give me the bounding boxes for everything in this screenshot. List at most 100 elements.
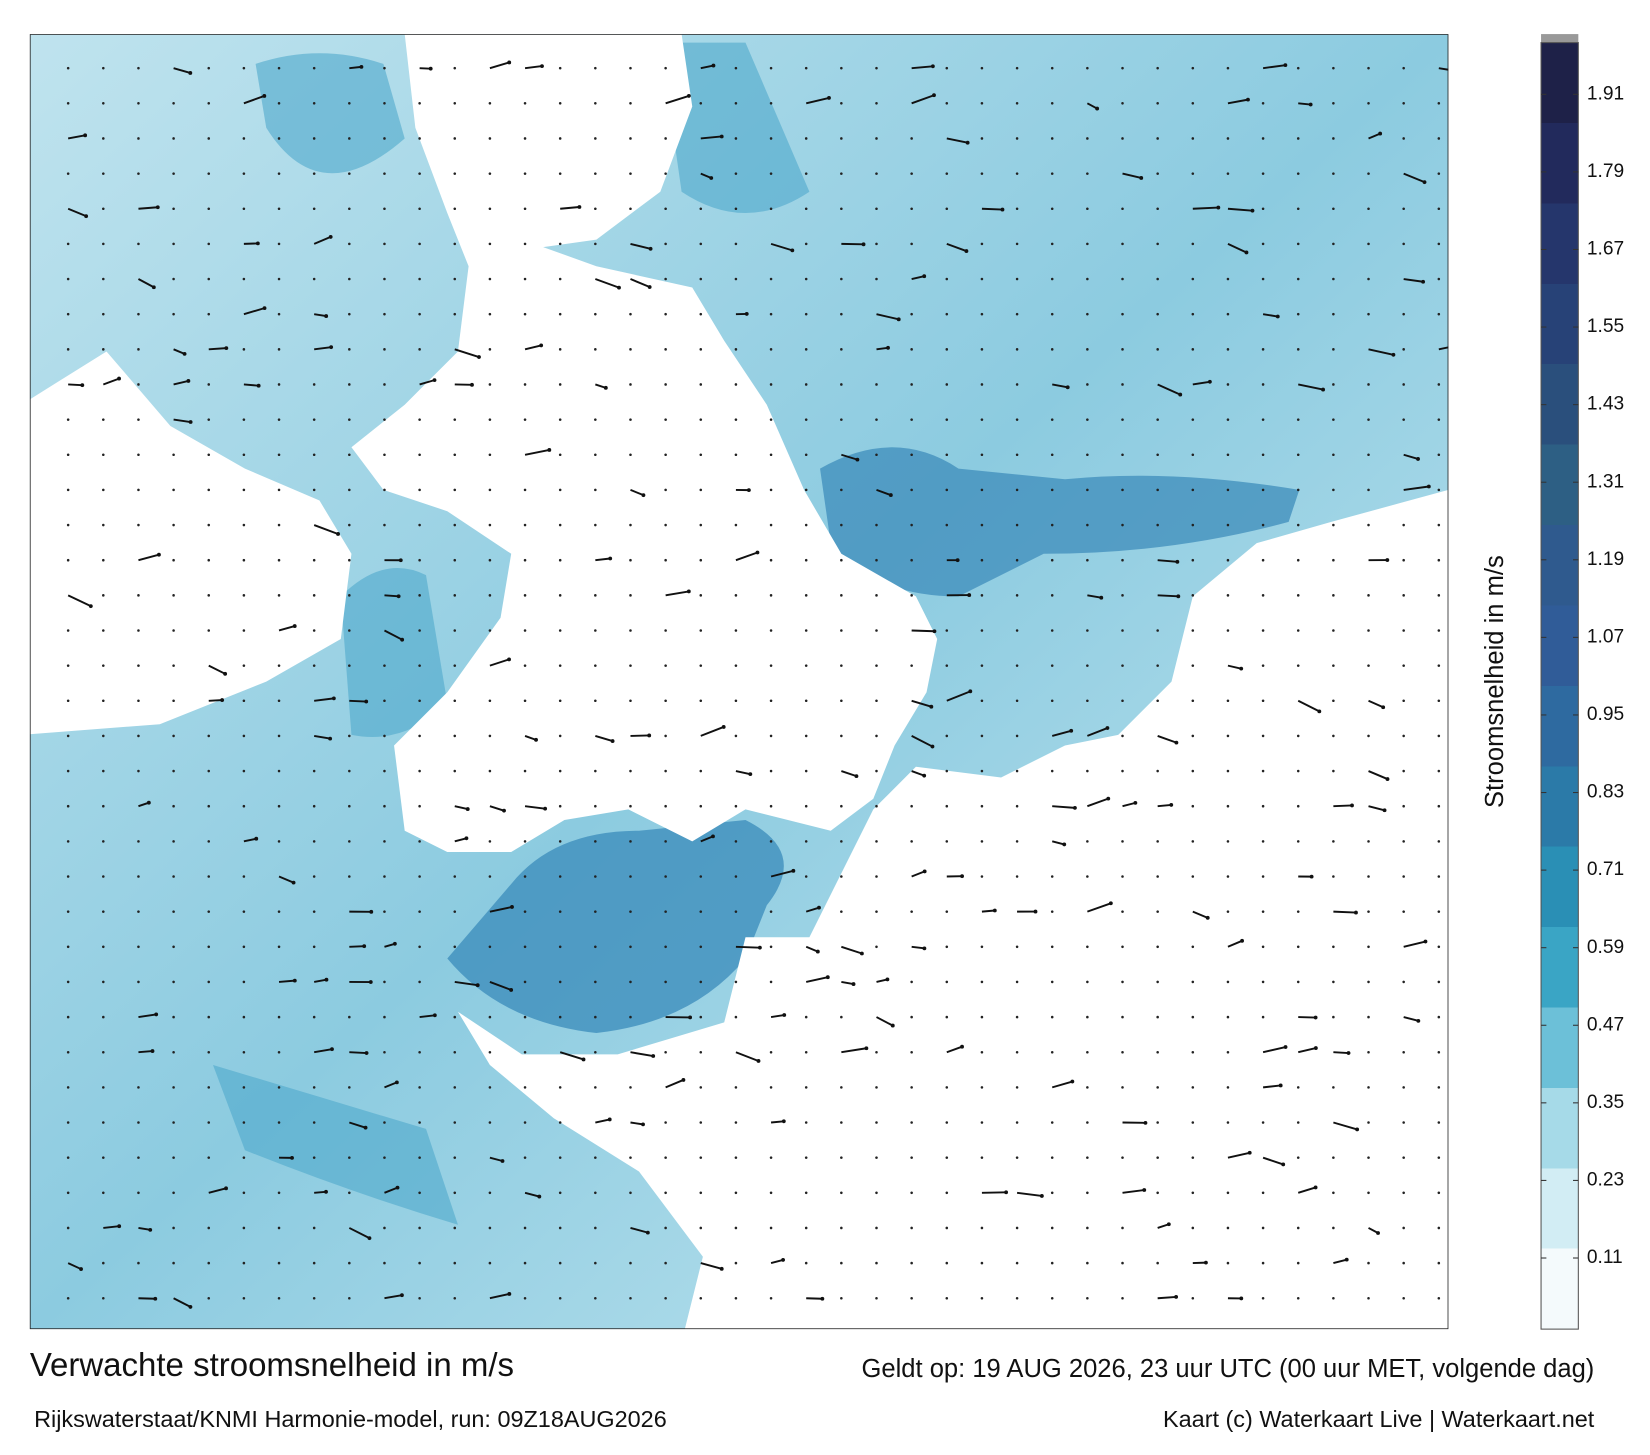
grid-dot — [629, 664, 632, 667]
grid-dot — [946, 1227, 949, 1230]
grid-dot — [805, 875, 808, 878]
grid-dot — [1438, 1051, 1441, 1054]
grid-dot — [699, 102, 702, 105]
grid-dot — [1332, 594, 1335, 597]
grid-dot — [243, 172, 246, 175]
grid-dot — [1438, 981, 1441, 984]
grid-dot — [1192, 770, 1195, 773]
grid-dot — [172, 946, 175, 949]
grid-dot — [453, 1297, 456, 1300]
grid-dot — [981, 1121, 984, 1124]
grid-dot — [1086, 278, 1089, 281]
grid-dot — [1227, 1086, 1230, 1089]
grid-dot — [946, 946, 949, 949]
grid-dot — [664, 137, 667, 140]
arrow-head — [816, 950, 820, 954]
arrow-head — [891, 1024, 895, 1028]
grid-dot — [243, 1086, 246, 1089]
grid-dot — [805, 664, 808, 667]
grid-dot — [770, 348, 773, 351]
grid-dot — [524, 489, 527, 492]
grid-dot — [1262, 805, 1265, 808]
grid-dot — [1297, 805, 1300, 808]
grid-dot — [559, 243, 562, 246]
grid-dot — [383, 1156, 386, 1159]
grid-dot — [1192, 699, 1195, 702]
arrow-head — [1175, 560, 1179, 564]
current-arrow — [68, 384, 82, 385]
grid-dot — [735, 383, 738, 386]
grid-dot — [137, 172, 140, 175]
grid-dot — [910, 981, 913, 984]
grid-dot — [102, 805, 105, 808]
grid-dot — [453, 664, 456, 667]
arrow-head — [1279, 1084, 1283, 1088]
grid-dot — [453, 207, 456, 210]
grid-dot — [313, 453, 316, 456]
grid-dot — [735, 1016, 738, 1019]
grid-dot — [875, 524, 878, 527]
grid-dot — [67, 664, 70, 667]
grid-dot — [770, 1051, 773, 1054]
arrow-head — [757, 1059, 761, 1063]
grid-dot — [1367, 243, 1370, 246]
grid-dot — [1367, 1262, 1370, 1265]
current-arrow — [1158, 595, 1179, 596]
grid-dot — [805, 840, 808, 843]
colorbar-tick-label: 0.59 — [1587, 937, 1624, 958]
grid-dot — [243, 559, 246, 562]
grid-dot — [594, 1156, 597, 1159]
grid-dot — [664, 875, 667, 878]
arrow-head — [433, 1013, 437, 1017]
grid-dot — [1227, 699, 1230, 702]
colorbar-tick-label: 0.71 — [1587, 859, 1624, 880]
grid-dot — [172, 664, 175, 667]
grid-dot — [1086, 313, 1089, 316]
grid-dot — [243, 524, 246, 527]
grid-dot — [1156, 1192, 1159, 1195]
grid-dot — [1332, 1086, 1335, 1089]
grid-dot — [348, 1297, 351, 1300]
grid-dot — [172, 910, 175, 913]
grid-dot — [840, 102, 843, 105]
grid-dot — [1438, 1297, 1441, 1300]
grid-dot — [102, 1016, 105, 1019]
arrow-head — [1345, 1258, 1349, 1262]
grid-dot — [383, 910, 386, 913]
arrow-head — [397, 594, 401, 598]
grid-dot — [910, 1192, 913, 1195]
arrow-head — [188, 71, 192, 75]
grid-dot — [524, 664, 527, 667]
arrow-head — [292, 881, 296, 885]
grid-dot — [418, 1051, 421, 1054]
grid-dot — [1367, 1121, 1370, 1124]
grid-dot — [418, 735, 421, 738]
grid-dot — [207, 840, 210, 843]
grid-dot — [102, 1262, 105, 1265]
grid-dot — [383, 1016, 386, 1019]
arrow-head — [189, 420, 193, 424]
grid-dot — [875, 735, 878, 738]
current-arrow — [349, 1052, 366, 1053]
grid-dot — [1262, 840, 1265, 843]
grid-dot — [348, 1086, 351, 1089]
arrow-head — [1034, 910, 1038, 914]
grid-dot — [1016, 1262, 1019, 1265]
current-arrow — [349, 946, 364, 947]
arrow-head — [745, 312, 749, 316]
grid-dot — [207, 313, 210, 316]
arrow-head — [1106, 797, 1110, 801]
grid-dot — [453, 1192, 456, 1195]
grid-dot — [981, 383, 984, 386]
grid-dot — [1016, 875, 1019, 878]
grid-dot — [981, 805, 984, 808]
grid-dot — [1297, 67, 1300, 70]
grid-dot — [348, 594, 351, 597]
grid-dot — [1367, 207, 1370, 210]
current-arrow — [349, 701, 366, 702]
grid-dot — [1262, 278, 1265, 281]
grid-dot — [840, 1262, 843, 1265]
arrow-head — [964, 249, 968, 253]
grid-dot — [1367, 172, 1370, 175]
